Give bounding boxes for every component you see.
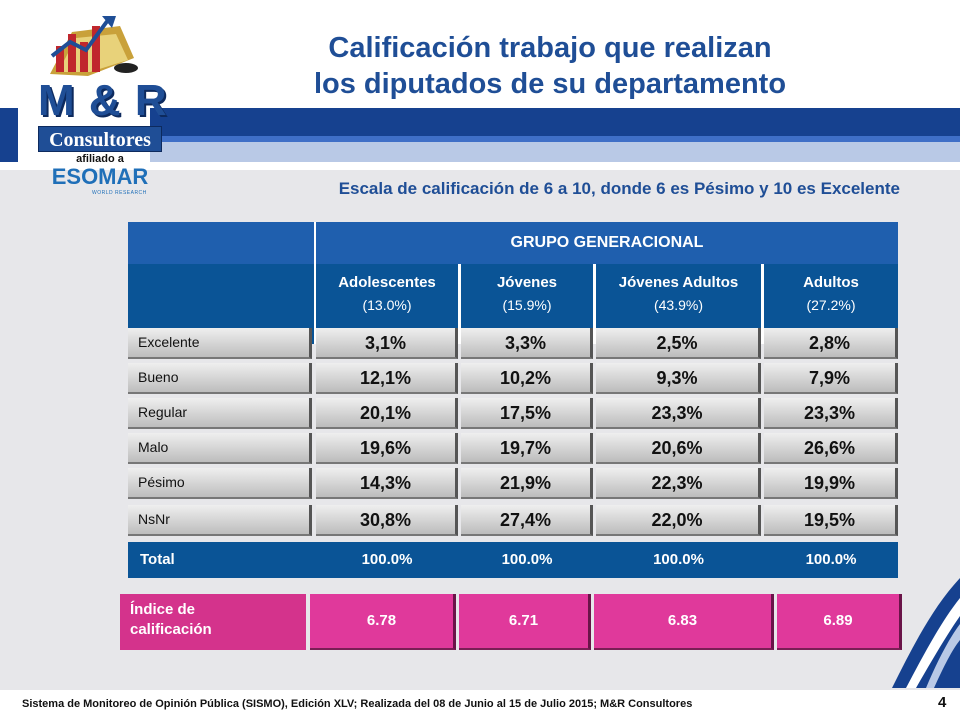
- column-header-adultos: Adultos (27.2%): [764, 264, 898, 344]
- column-header-jovenes-adultos: Jóvenes Adultos (43.9%): [596, 264, 761, 344]
- rating-table: GRUPO GENERACIONAL Adolescentes (13.0%) …: [128, 222, 898, 578]
- table-cell: 19,9%: [764, 468, 898, 499]
- table-cell: 27,4%: [461, 505, 593, 536]
- total-cell: 100.0%: [361, 551, 413, 568]
- column-name: Adolescentes: [338, 274, 436, 291]
- header-stripe-left: [0, 108, 18, 162]
- page-title: Calificación trabajo que realizan los di…: [220, 30, 880, 102]
- logo-afiliado: afiliado a: [76, 153, 124, 165]
- table-row: Regular 20,1% 17,5% 23,3% 23,3%: [128, 398, 898, 433]
- header-divider: [593, 264, 596, 344]
- column-name: Jóvenes: [496, 274, 558, 291]
- footer-source: Sistema de Monitoreo de Opinión Pública …: [22, 698, 693, 710]
- column-name: Jóvenes Adultos: [618, 274, 739, 291]
- total-label: Total: [140, 551, 175, 568]
- table-cell: 22,3%: [596, 468, 761, 499]
- row-label: Pésimo: [128, 468, 312, 499]
- header-stripe-light: [150, 142, 960, 162]
- header-divider: [458, 264, 461, 344]
- column-share: (43.9%): [653, 297, 704, 313]
- scale-subtitle: Escala de calificación de 6 a 10, donde …: [338, 179, 900, 198]
- logo-brand: M & R: [38, 76, 168, 125]
- row-label: Regular: [128, 398, 312, 429]
- index-cell: 6.83: [594, 594, 774, 650]
- table-cell: 17,5%: [461, 398, 593, 429]
- total-cell: 100.0%: [805, 551, 857, 568]
- chart-money-icon: [50, 16, 138, 76]
- table-cell: 12,1%: [316, 363, 458, 394]
- index-cell: 6.78: [310, 594, 456, 650]
- header-divider: [314, 222, 316, 344]
- header-stripe-dark: [150, 108, 960, 136]
- table-cell: 10,2%: [461, 363, 593, 394]
- rating-index-row: Índice de calificación 6.78 6.71 6.83 6.…: [120, 594, 902, 650]
- row-label: NsNr: [128, 505, 312, 536]
- table-row: Malo 19,6% 19,7% 20,6% 26,6%: [128, 433, 898, 468]
- table-cell: 19,5%: [764, 505, 898, 536]
- table-cell: 20,1%: [316, 398, 458, 429]
- table-cell: 3,3%: [461, 328, 593, 359]
- header-stripe-mid: [150, 136, 960, 142]
- index-cell: 6.71: [459, 594, 591, 650]
- index-label-line-1: Índice de: [130, 601, 196, 618]
- group-header: GRUPO GENERACIONAL: [314, 222, 898, 264]
- title-line-1: Calificación trabajo que realizan: [328, 32, 772, 64]
- table-row: Pésimo 14,3% 21,9% 22,3% 19,9%: [128, 468, 898, 503]
- table-header-row-group: [128, 222, 898, 264]
- table-cell: 22,0%: [596, 505, 761, 536]
- logo-name: Consultores: [38, 126, 162, 152]
- header-divider: [761, 264, 764, 344]
- column-share: (27.2%): [806, 297, 856, 313]
- row-label: Malo: [128, 433, 312, 464]
- table-cell: 2,5%: [596, 328, 761, 359]
- column-header-adolescentes: Adolescentes (13.0%): [316, 264, 458, 344]
- table-cell: 23,3%: [764, 398, 898, 429]
- total-row: Total 100.0% 100.0% 100.0% 100.0%: [128, 542, 898, 578]
- table-row: Bueno 12,1% 10,2% 9,3% 7,9%: [128, 363, 898, 398]
- column-share: (13.0%): [362, 297, 412, 313]
- row-label: Excelente: [128, 328, 312, 359]
- column-name: Adultos: [803, 274, 859, 291]
- column-header-jovenes: Jóvenes (15.9%): [461, 264, 593, 344]
- total-cell: 100.0%: [501, 551, 553, 568]
- table-cell: 21,9%: [461, 468, 593, 499]
- table-cell: 19,7%: [461, 433, 593, 464]
- table-row: NsNr 30,8% 27,4% 22,0% 19,5%: [128, 505, 898, 540]
- table-cell: 19,6%: [316, 433, 458, 464]
- table-cell: 2,8%: [764, 328, 898, 359]
- row-label: Bueno: [128, 363, 312, 394]
- index-label: Índice de calificación: [120, 594, 306, 650]
- footer: Sistema de Monitoreo de Opinión Pública …: [0, 690, 960, 720]
- table-cell: 7,9%: [764, 363, 898, 394]
- logo-esomar: ESOMAR: [51, 164, 149, 189]
- table-cell: 30,8%: [316, 505, 458, 536]
- table-cell: 23,3%: [596, 398, 761, 429]
- table-cell: 20,6%: [596, 433, 761, 464]
- table-cell: 3,1%: [316, 328, 458, 359]
- index-label-line-2: calificación: [130, 621, 212, 638]
- index-cell: 6.89: [777, 594, 902, 650]
- logo-esomar-tag: WORLD RESEARCH: [92, 190, 147, 196]
- decorative-swoosh: [892, 578, 960, 688]
- column-share: (15.9%): [502, 297, 552, 313]
- total-cell: 100.0%: [653, 551, 704, 568]
- company-logo: M & R Consultores afiliado a ESOMAR WORL…: [22, 12, 168, 196]
- title-line-2: los diputados de su departamento: [313, 68, 787, 100]
- page-number: 4: [938, 694, 947, 711]
- table-cell: 14,3%: [316, 468, 458, 499]
- table-cell: 26,6%: [764, 433, 898, 464]
- table-cell: 9,3%: [596, 363, 761, 394]
- table-row: Excelente 3,1% 3,3% 2,5% 2,8%: [128, 328, 898, 363]
